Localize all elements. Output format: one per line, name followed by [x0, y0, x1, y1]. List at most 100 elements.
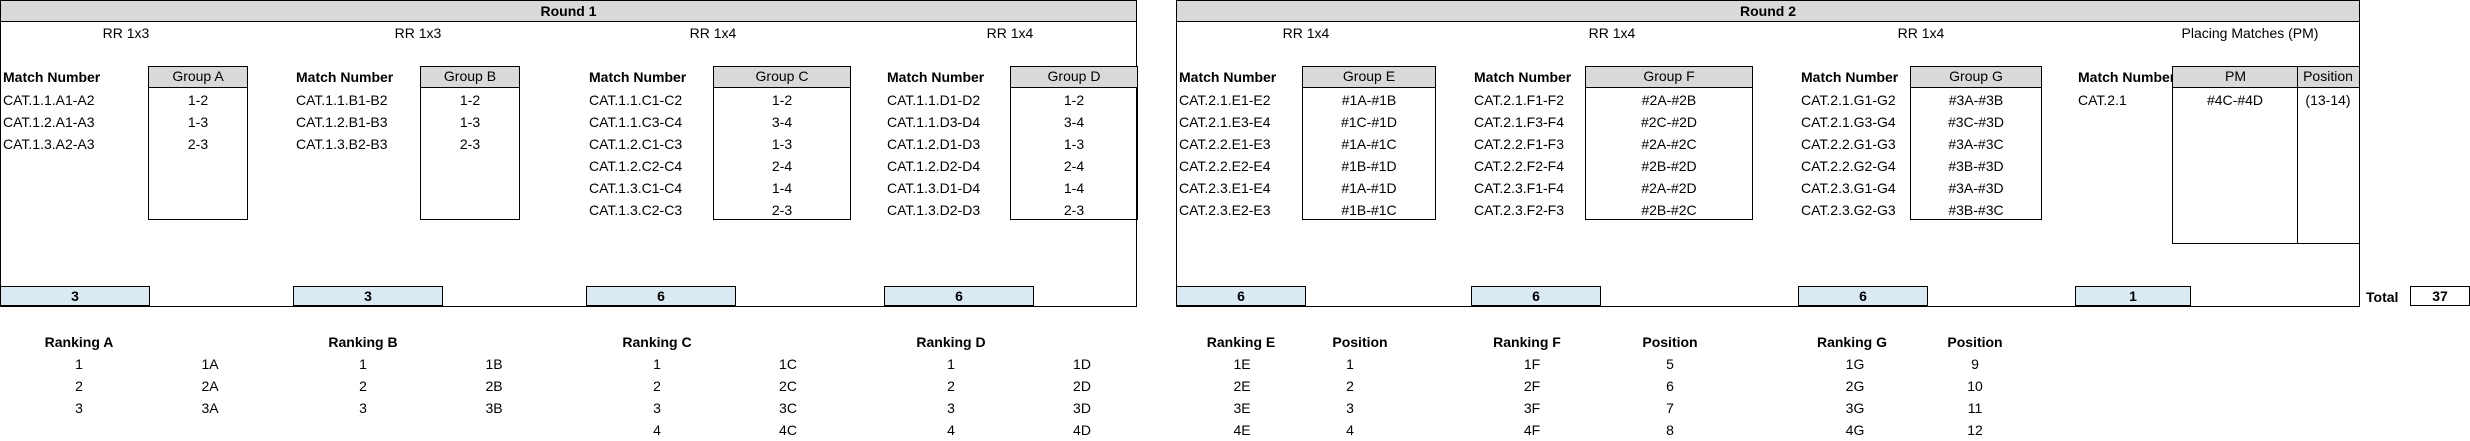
ranking-code: 3D [1073, 400, 1091, 416]
group-pair: #2B-#2D [1641, 158, 1697, 174]
group-pair: #3A-#3C [1948, 136, 2004, 152]
group-pair: 2-3 [1063, 202, 1085, 218]
ranking-position: 10 [1967, 378, 1983, 394]
match-row: CAT.2.3.E1-E4 [1179, 180, 1271, 196]
ranking-code: 3B [485, 400, 503, 416]
match-number-header-d: Match Number [887, 69, 985, 85]
ranking-position: 11 [1967, 400, 1983, 416]
group-header-f: Group F [1586, 67, 1752, 88]
group-pair: #1A-#1D [1341, 180, 1397, 196]
ranking-title: Ranking D [916, 334, 986, 350]
ranking-position: 9 [1971, 356, 1979, 372]
group-pair: #2A-#2B [1641, 92, 1697, 108]
group-table-c: Group C 1-2 3-4 1-3 2-4 1-4 2-3 [713, 66, 851, 220]
match-row: CAT.1.1.D3-D4 [887, 114, 981, 130]
group-header-g: Group G [1911, 67, 2041, 88]
ranking-code: 2E [1233, 378, 1251, 394]
match-row: CAT.2.3.G1-G4 [1801, 180, 1896, 196]
pm-position-header: Position [2297, 67, 2359, 88]
group-pair: 1-4 [771, 180, 793, 196]
match-row: CAT.2.1.G3-G4 [1801, 114, 1896, 130]
ranking-code: 4E [1233, 422, 1251, 438]
match-row: CAT.1.3.C2-C3 [589, 202, 683, 218]
group-pair: 3-4 [771, 114, 793, 130]
group-pair: #1B-#1C [1341, 202, 1397, 218]
group-pair: 1-2 [1063, 92, 1085, 108]
ranking-code: 2D [1073, 378, 1091, 394]
grand-total-value: 37 [2410, 286, 2470, 306]
ranking-position: 2 [1346, 378, 1354, 394]
ranking-place: 1 [359, 356, 367, 372]
group-total-f: 6 [1471, 286, 1601, 306]
ranking-code: 3A [201, 400, 219, 416]
round1-title: Round 1 [0, 0, 1137, 22]
ranking-code: 2C [779, 378, 797, 394]
match-row: CAT.2.3.G2-G3 [1801, 202, 1896, 218]
rr-label-c: RR 1x4 [689, 25, 737, 41]
group-table-f: Group F #2A-#2B #2C-#2D #2A-#2C #2B-#2D #2A-#… [1585, 66, 1753, 220]
ranking-code: 4C [779, 422, 797, 438]
match-number-header-f: Match Number [1474, 69, 1572, 85]
pm-divider [2297, 67, 2298, 243]
pm-table-header: PM [2173, 67, 2299, 88]
ranking-place: 3 [653, 400, 661, 416]
ranking-code: 1D [1073, 356, 1091, 372]
ranking-position: 5 [1666, 356, 1674, 372]
ranking-place: 1 [75, 356, 83, 372]
group-pair: 2-3 [187, 136, 209, 152]
group-pair: 2-4 [1063, 158, 1085, 174]
group-table-b: Group B 1-2 1-3 2-3 [420, 66, 520, 220]
match-row: CAT.2.2.E2-E4 [1179, 158, 1271, 174]
ranking-place: 3 [947, 400, 955, 416]
ranking-place: 2 [359, 378, 367, 394]
group-pair: 2-4 [771, 158, 793, 174]
ranking-code: 2B [485, 378, 503, 394]
match-row: CAT.2.2.G1-G3 [1801, 136, 1896, 152]
match-row: CAT.1.3.C1-C4 [589, 180, 683, 196]
ranking-code: 3E [1233, 400, 1251, 416]
group-pair: 1-3 [771, 136, 793, 152]
position-header: Position [1947, 334, 2003, 350]
match-number-header-g: Match Number [1801, 69, 1899, 85]
group-pair: #1A-#1C [1341, 136, 1397, 152]
match-row: CAT.2.1.E3-E4 [1179, 114, 1271, 130]
ranking-code: 3G [1845, 400, 1865, 416]
ranking-position: 7 [1666, 400, 1674, 416]
ranking-position: 8 [1666, 422, 1674, 438]
rr-label-e: RR 1x4 [1282, 25, 1330, 41]
match-row: CAT.2.2.G2-G4 [1801, 158, 1896, 174]
ranking-code: 1G [1845, 356, 1865, 372]
ranking-code: 3C [779, 400, 797, 416]
group-pair: 1-3 [1063, 136, 1085, 152]
group-pair: #1C-#1D [1340, 114, 1398, 130]
group-table-g: Group G #3A-#3B #3C-#3D #3A-#3C #3B-#3D #3A-#… [1910, 66, 2042, 220]
ranking-code: 1E [1233, 356, 1251, 372]
group-pair: #2A-#2C [1641, 136, 1697, 152]
match-row: CAT.1.3.D1-D4 [887, 180, 981, 196]
group-pair: 1-4 [1063, 180, 1085, 196]
ranking-position: 4 [1346, 422, 1354, 438]
ranking-place: 4 [653, 422, 661, 438]
position-header: Position [1332, 334, 1388, 350]
match-row: CAT.1.2.A1-A3 [3, 114, 95, 130]
pm-pair: #4C-#4D [2206, 92, 2264, 108]
rr-label-f: RR 1x4 [1588, 25, 1636, 41]
rr-label-b: RR 1x3 [394, 25, 442, 41]
group-pair: #3A-#3D [1948, 180, 2004, 196]
group-header-a: Group A [149, 67, 247, 88]
match-row: CAT.1.1.C1-C2 [589, 92, 683, 108]
grand-total-label: Total [2366, 289, 2399, 305]
group-header-e: Group E [1303, 67, 1435, 88]
match-row: CAT.1.1.C3-C4 [589, 114, 683, 130]
ranking-code: 2F [1523, 378, 1541, 394]
ranking-code: 1A [201, 356, 219, 372]
group-header-b: Group B [421, 67, 519, 88]
group-pair: #2B-#2C [1641, 202, 1697, 218]
ranking-code: 4G [1845, 422, 1865, 438]
ranking-position: 6 [1666, 378, 1674, 394]
group-total-b: 3 [293, 286, 443, 306]
match-number-header-e: Match Number [1179, 69, 1277, 85]
match-row: CAT.2.2.E1-E3 [1179, 136, 1271, 152]
match-number-header-b: Match Number [296, 69, 394, 85]
group-pair: 1-2 [771, 92, 793, 108]
